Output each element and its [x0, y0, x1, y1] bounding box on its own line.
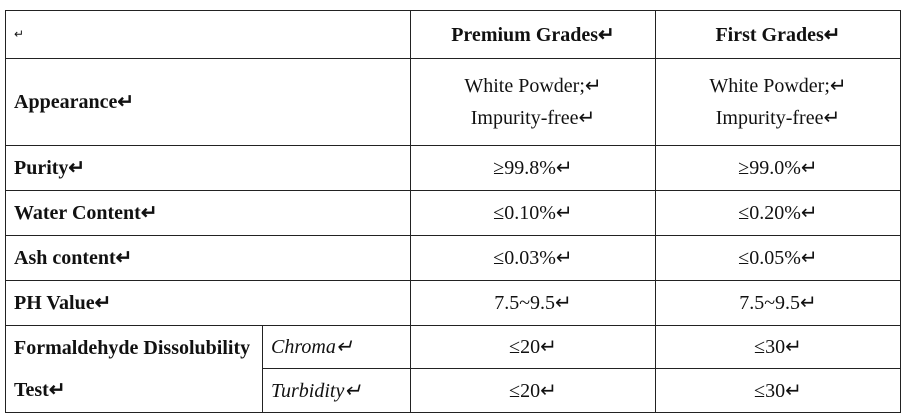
sub-label: Turbidity↵ — [262, 368, 411, 413]
cell: ≤20↵ — [410, 325, 656, 369]
cell: White Powder;↵ Impurity-free↵ — [655, 58, 901, 146]
row-label: Purity↵ — [5, 145, 411, 191]
sub-label: Chroma↵ — [262, 325, 411, 369]
cell: 7.5~9.5↵ — [410, 280, 656, 326]
cell: ≤30↵ — [655, 368, 901, 413]
row: Purity↵ ≥99.8%↵ ≥99.0%↵ — [5, 145, 901, 191]
row: Turbidity↵ ≤20↵ ≤30↵ — [6, 368, 901, 413]
row-label: Ash content↵ — [5, 235, 411, 281]
spec-table: ↵ Premium Grades↵ First Grades↵ Appearan… — [5, 10, 901, 413]
row: Ash content↵ ≤0.03%↵ ≤0.05%↵ — [5, 235, 901, 281]
row-label: Formaldehyde Dissolubility Test↵ — [5, 325, 263, 413]
cell: ≤0.03%↵ — [410, 235, 656, 281]
cell-line: White Powder;↵ — [464, 75, 602, 97]
header-row: ↵ Premium Grades↵ First Grades↵ — [5, 10, 901, 59]
row: PH Value↵ 7.5~9.5↵ 7.5~9.5↵ — [5, 280, 901, 326]
row: Water Content↵ ≤0.10%↵ ≤0.20%↵ — [5, 190, 901, 236]
cell: ≤0.10%↵ — [410, 190, 656, 236]
cell: White Powder;↵ Impurity-free↵ — [410, 58, 656, 146]
row: Appearance↵ White Powder;↵ Impurity-free… — [5, 58, 901, 146]
row-label: Appearance↵ — [5, 58, 411, 146]
corner-cell: ↵ — [5, 10, 411, 59]
cell: ≥99.0%↵ — [655, 145, 901, 191]
cell: ≤20↵ — [410, 368, 656, 413]
row-label: PH Value↵ — [5, 280, 411, 326]
cell-line: White Powder;↵ — [709, 75, 847, 97]
cell: ≤0.05%↵ — [655, 235, 901, 281]
cell: ≤0.20%↵ — [655, 190, 901, 236]
row-label: Water Content↵ — [5, 190, 411, 236]
cell: ≥99.8%↵ — [410, 145, 656, 191]
cell-line: Impurity-free↵ — [470, 107, 596, 129]
cell-line: Impurity-free↵ — [715, 107, 841, 129]
row: Formaldehyde Dissolubility Test↵ Chroma↵… — [5, 325, 901, 413]
cell: ≤30↵ — [655, 325, 901, 369]
column-header: Premium Grades↵ — [410, 10, 656, 59]
cell: 7.5~9.5↵ — [655, 280, 901, 326]
column-header: First Grades↵ — [655, 10, 901, 59]
